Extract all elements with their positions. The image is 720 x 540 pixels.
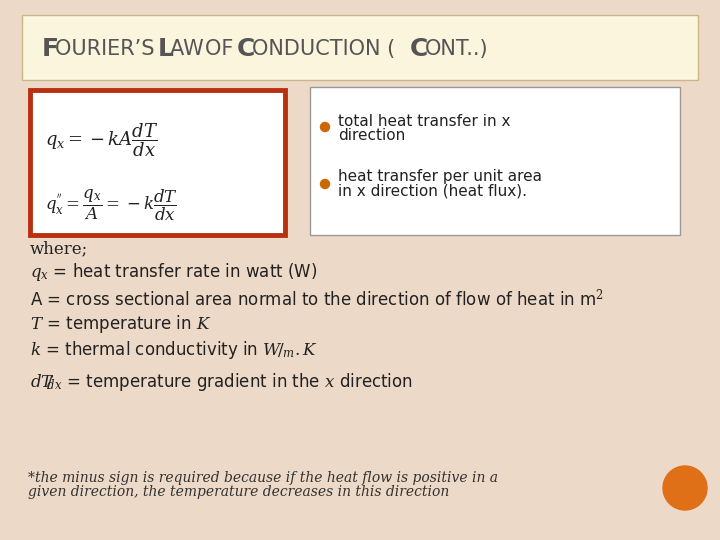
Text: $q_x = -kA\dfrac{dT}{dx}$: $q_x = -kA\dfrac{dT}{dx}$ (45, 121, 158, 159)
FancyBboxPatch shape (310, 87, 680, 235)
Text: L: L (158, 37, 174, 61)
Text: $k$ = thermal conductivity in $W\!/_{m}.K$: $k$ = thermal conductivity in $W\!/_{m}.… (30, 339, 318, 361)
Text: where;: where; (30, 240, 88, 258)
Text: direction: direction (338, 127, 405, 143)
Text: F: F (42, 37, 59, 61)
FancyBboxPatch shape (22, 15, 698, 80)
Text: *the minus sign is required because if the heat flow is positive in a: *the minus sign is required because if t… (28, 471, 498, 485)
Text: ONT..): ONT..) (425, 39, 489, 59)
Text: given direction, the temperature decreases in this direction: given direction, the temperature decreas… (28, 485, 449, 499)
FancyBboxPatch shape (30, 90, 285, 235)
Text: OF: OF (205, 39, 240, 59)
Text: ONDUCTION (: ONDUCTION ( (252, 39, 395, 59)
Text: $q_x^{''} = \dfrac{q_x}{A} = -k\dfrac{dT}{dx}$: $q_x^{''} = \dfrac{q_x}{A} = -k\dfrac{dT… (45, 187, 178, 222)
Text: C: C (410, 37, 428, 61)
Circle shape (320, 123, 330, 132)
Circle shape (663, 466, 707, 510)
Circle shape (320, 179, 330, 188)
Text: $T$ = temperature in $K$: $T$ = temperature in $K$ (30, 313, 212, 335)
Text: total heat transfer in x: total heat transfer in x (338, 113, 510, 129)
Text: heat transfer per unit area: heat transfer per unit area (338, 170, 542, 185)
Text: C: C (237, 37, 256, 61)
Text: $q_x$ = heat transfer rate in watt (W): $q_x$ = heat transfer rate in watt (W) (30, 261, 318, 283)
Text: in x direction (heat flux).: in x direction (heat flux). (338, 184, 527, 199)
Text: AW: AW (170, 39, 210, 59)
Text: OURIER’S: OURIER’S (55, 39, 161, 59)
Text: $dT\!\!\left/\!\!_{dx}\right.$ = temperature gradient in the $x$ direction: $dT\!\!\left/\!\!_{dx}\right.$ = tempera… (30, 371, 413, 393)
Text: A = cross sectional area normal to the direction of flow of heat in m$^2$: A = cross sectional area normal to the d… (30, 287, 604, 309)
